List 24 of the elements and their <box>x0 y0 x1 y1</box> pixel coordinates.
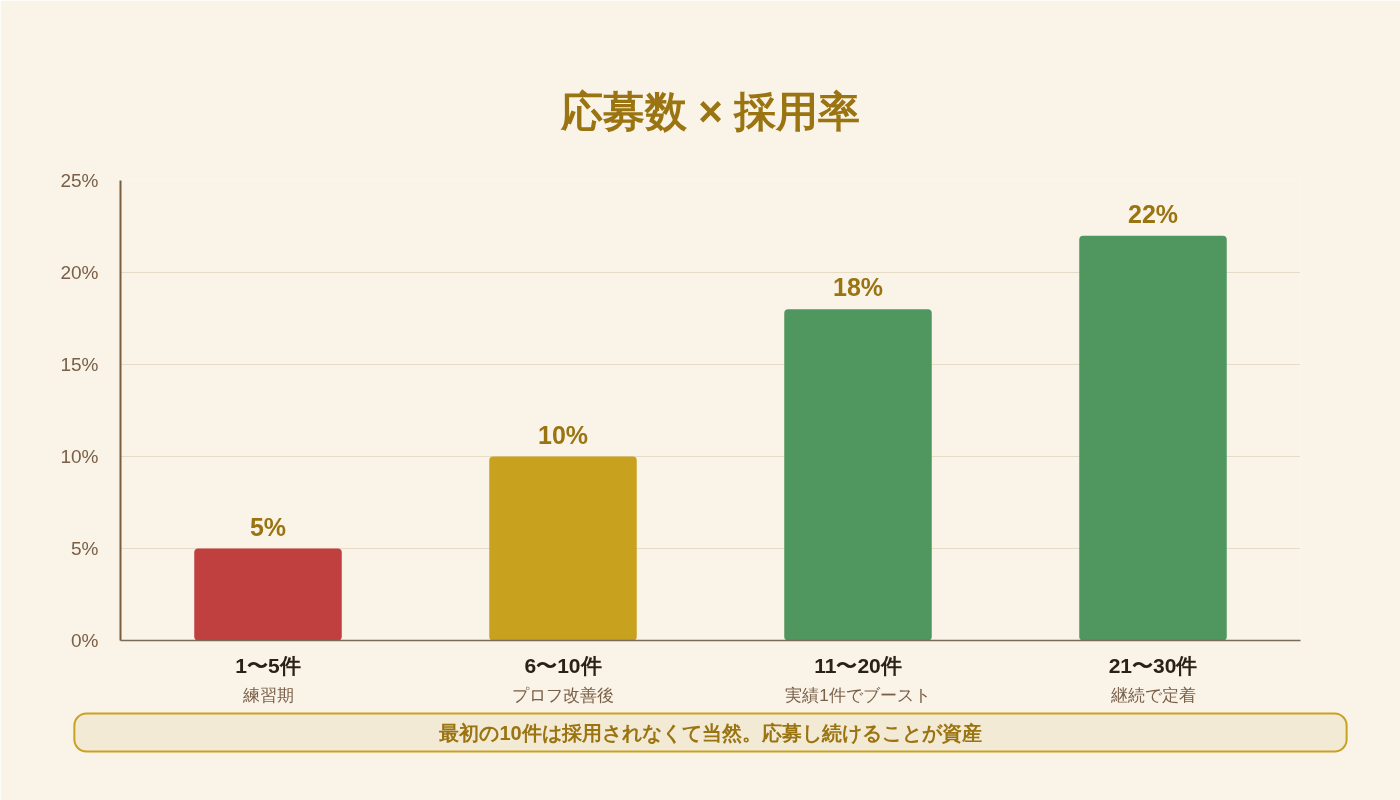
text: プロフ改善後 <box>512 685 614 705</box>
bar <box>194 548 342 641</box>
y-tick-label: 0% <box>71 630 99 651</box>
data-label: 5% <box>249 512 287 541</box>
bar <box>1079 235 1227 641</box>
data-label: 18% <box>832 273 884 302</box>
y-tick-label: 20% <box>60 262 99 283</box>
y-tick-label: 15% <box>60 354 99 375</box>
bar <box>489 456 637 641</box>
text: 練習期 <box>241 685 294 705</box>
y-tick-label: 10% <box>60 446 99 467</box>
text: 実績1件でブースト <box>785 685 931 705</box>
x-tick-label: 11〜20件 <box>814 653 902 677</box>
text: 最初の10件は採用されなくて当然。応募し続けることが資産 <box>438 721 982 745</box>
x-tick-label: 21〜30件 <box>1108 653 1198 677</box>
chart-title: 応募数 × 採用率 <box>559 87 861 135</box>
text: 継続で定着 <box>1109 685 1196 705</box>
y-tick-label: 5% <box>71 538 99 559</box>
x-tick-label: 1〜5件 <box>235 653 301 677</box>
data-label: 10% <box>537 420 589 449</box>
bar <box>784 309 932 641</box>
x-tick-label: 6〜10件 <box>524 653 602 677</box>
data-label: 22% <box>1127 199 1179 228</box>
y-tick-label: 25% <box>60 170 99 191</box>
